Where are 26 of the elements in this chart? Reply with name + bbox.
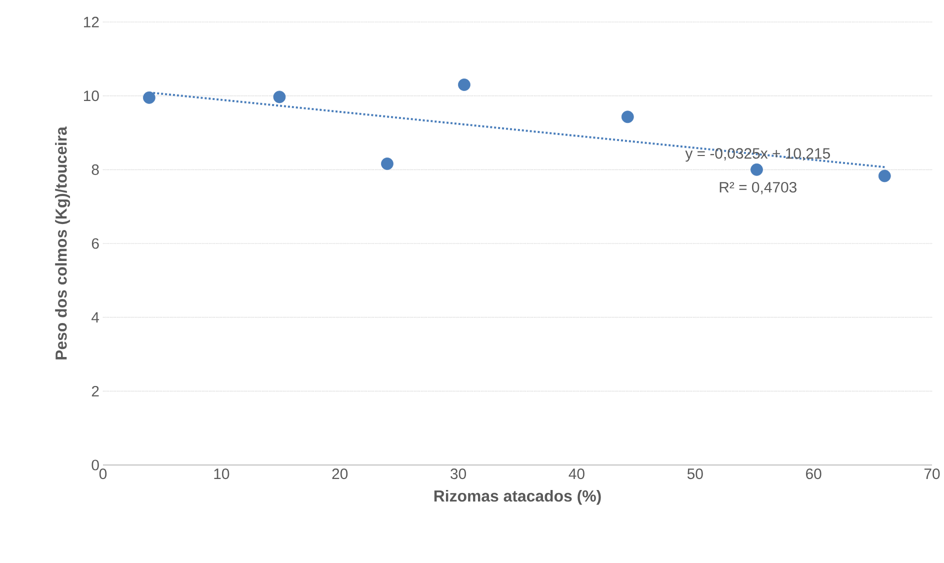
point bbox=[142, 91, 156, 104]
y-tick-label: 4 bbox=[92, 312, 100, 322]
x-tick-label: 70 bbox=[924, 468, 940, 480]
x-tick-label: 50 bbox=[687, 468, 703, 480]
x-tick-label: 60 bbox=[806, 468, 822, 480]
x-tick-label: 0 bbox=[99, 468, 107, 480]
point bbox=[878, 170, 891, 182]
x-tick-label: 40 bbox=[568, 468, 584, 480]
point bbox=[273, 90, 286, 104]
x-tick-label: 10 bbox=[214, 468, 230, 480]
y-tick-label: 8 bbox=[92, 164, 99, 175]
y-tick-label: 6 bbox=[92, 238, 99, 249]
x-tick-label: 20 bbox=[332, 468, 348, 480]
y-tick-label: 2 bbox=[92, 386, 99, 396]
y-tick-label: 12 bbox=[84, 16, 99, 28]
point bbox=[750, 163, 763, 176]
y-tick-label: 10 bbox=[84, 90, 99, 102]
y-tick-label: 0 bbox=[92, 460, 99, 470]
annotation: y = -0,0325x + 10,215 bbox=[685, 148, 830, 162]
annotation: R² = 0,4703 bbox=[720, 182, 796, 194]
x-axis-title: Rizomas atacados (%) bbox=[434, 490, 601, 505]
x-tick-label: 30 bbox=[450, 468, 466, 480]
point bbox=[381, 158, 394, 170]
y-axis-title: Peso dos colmos (Kg)/touceira bbox=[55, 126, 70, 360]
point bbox=[458, 78, 470, 91]
point bbox=[621, 110, 634, 124]
